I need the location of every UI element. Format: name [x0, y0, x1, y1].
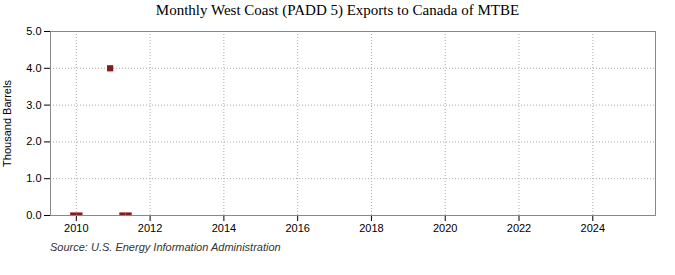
- svg-text:5.0: 5.0: [26, 25, 41, 37]
- svg-text:2024: 2024: [581, 222, 605, 234]
- svg-text:2.0: 2.0: [26, 135, 41, 147]
- svg-text:0.0: 0.0: [26, 209, 41, 221]
- svg-text:3.0: 3.0: [26, 99, 41, 111]
- svg-text:2016: 2016: [285, 222, 309, 234]
- svg-text:Thousand Barrels: Thousand Barrels: [1, 80, 13, 167]
- svg-text:2020: 2020: [433, 222, 457, 234]
- svg-text:2022: 2022: [507, 222, 531, 234]
- html-text:Monthly West Coast (PADD 5) Ex: Monthly West Coast (PADD 5) Exports to C…: [155, 2, 520, 18]
- svg-text:4.0: 4.0: [26, 62, 41, 74]
- svg-text:2010: 2010: [64, 222, 88, 234]
- svg-text:2014: 2014: [212, 222, 236, 234]
- svg-text:2018: 2018: [359, 222, 383, 234]
- html-text:Source: U.S. Energy Informatio: Source: U.S. Energy Information Administ…: [50, 241, 281, 253]
- svg-text:1.0: 1.0: [26, 172, 41, 184]
- svg-text:2012: 2012: [138, 222, 162, 234]
